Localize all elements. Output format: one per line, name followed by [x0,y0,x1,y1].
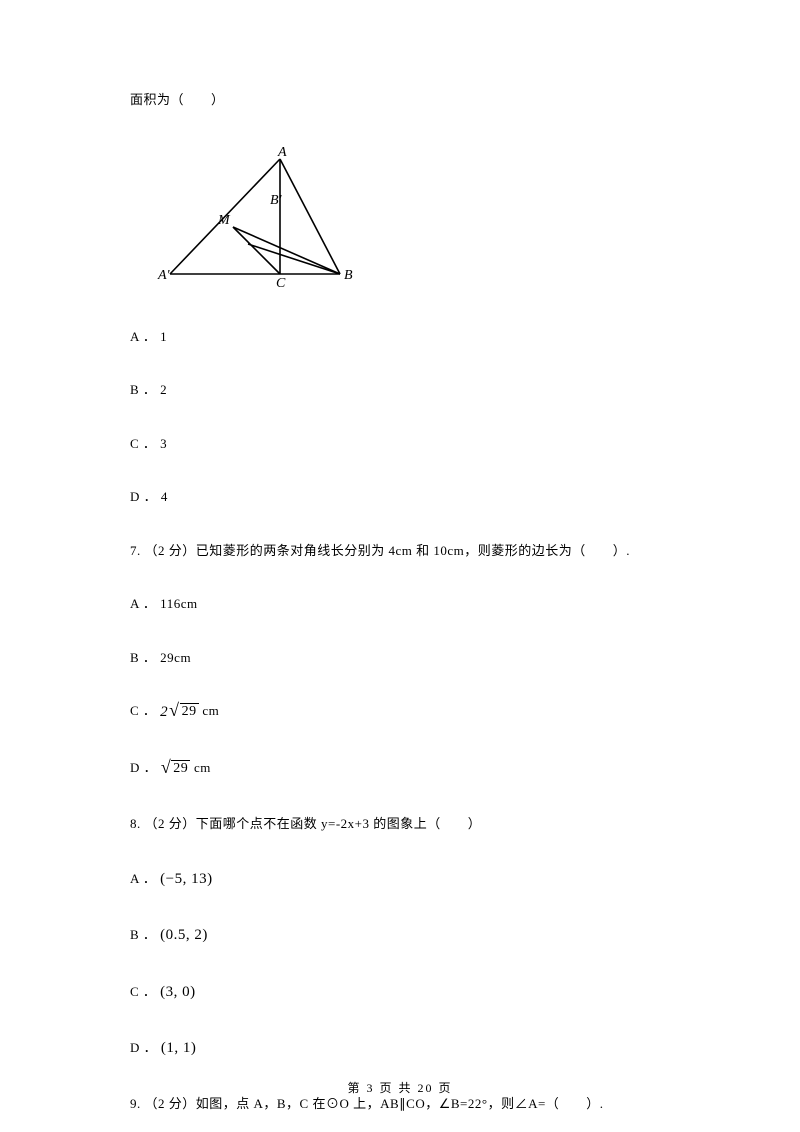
q8c-val: (3, 0) [160,984,196,1000]
q7c-prefix: C ． [130,703,160,718]
label-m: M [217,213,231,228]
label-a: A [277,145,287,160]
q8b-val: (0.5, 2) [160,927,208,943]
q7c-rad: 29 [180,703,199,719]
q7d-rad: 29 [171,760,190,776]
q6-option-d: D ． 4 [130,487,670,507]
q7d-prefix: D ． [130,760,161,775]
q7c-suffix: cm [202,703,219,718]
q7-option-d: D ． √29 cm [130,758,670,781]
q8b-prefix: B ． [130,927,160,942]
label-b: B [344,268,353,283]
q7-option-a: A ． 116cm [130,594,670,614]
q8-option-d: D ． (1, 1) [130,1037,670,1060]
q7-option-c: C ． 2√29 cm [130,701,670,724]
q7d-suffix: cm [194,760,211,775]
q8-option-a: A ． (−5, 13) [130,868,670,891]
label-a-prime: A' [157,268,171,283]
q7c-coeff: 2 [160,704,168,720]
q8a-val: (−5, 13) [160,871,212,887]
page-footer: 第 3 页 共 20 页 [0,1079,800,1096]
label-c: C [276,276,286,291]
label-b-prime: B' [270,193,283,208]
q8c-prefix: C ． [130,984,160,999]
q8d-val: (1, 1) [161,1040,197,1056]
q9-stem: 9. （2 分）如图，点 A，B，C 在⊙O 上，AB∥CO，∠B=22°，则∠… [130,1094,670,1114]
q8-option-c: C ． (3, 0) [130,981,670,1004]
q8d-prefix: D ． [130,1040,161,1055]
geometry-diagram: A A' B B' C M [150,144,670,299]
q7-option-b: B ． 29cm [130,648,670,668]
q6-option-c: C ． 3 [130,434,670,454]
q7-stem: 7. （2 分）已知菱形的两条对角线长分别为 4cm 和 10cm，则菱形的边长… [130,541,670,561]
q6-option-a: A ． 1 [130,327,670,347]
q6-option-b: B ． 2 [130,380,670,400]
q8-option-b: B ． (0.5, 2) [130,924,670,947]
q8a-prefix: A ． [130,871,160,886]
continuation-text: 面积为（ ） [130,90,670,110]
q8-stem: 8. （2 分）下面哪个点不在函数 y=-2x+3 的图象上（ ） [130,814,670,834]
